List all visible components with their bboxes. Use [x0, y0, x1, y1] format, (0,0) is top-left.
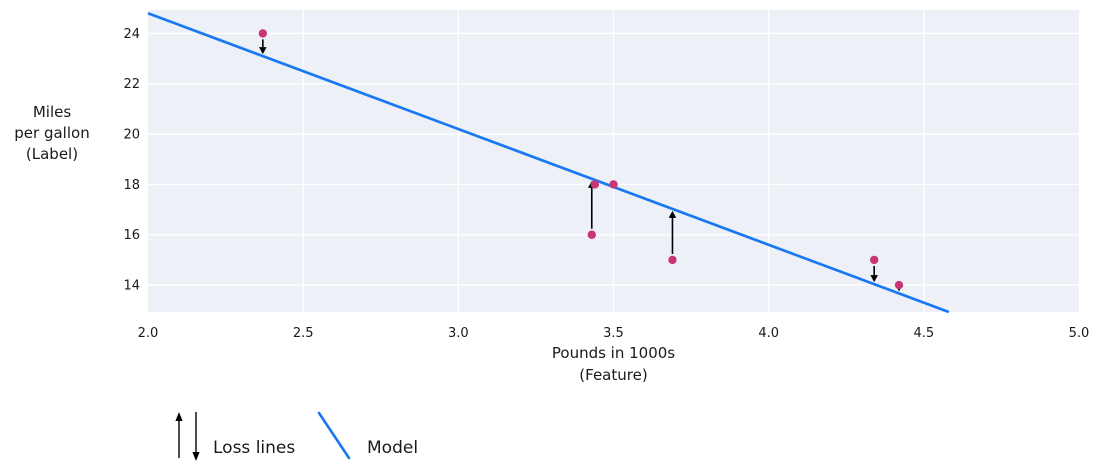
loss-arrow-head	[668, 210, 677, 218]
y-axis-tick-labels: 14 16 18 20 22 24	[123, 27, 140, 294]
loss-arrow-head	[870, 275, 878, 283]
y-tick-label: 20	[123, 128, 140, 143]
y-axis-title-line: (Label)	[26, 145, 78, 163]
x-tick-label: 2.0	[138, 326, 159, 341]
loss-down-arrow-icon	[192, 412, 200, 461]
loss-arrow	[870, 265, 878, 283]
data-point	[587, 230, 596, 239]
data-points	[258, 29, 904, 290]
data-point	[258, 29, 268, 38]
x-axis-title-line: Pounds in 1000s	[552, 344, 675, 362]
x-tick-label: 5.0	[1069, 326, 1090, 341]
x-axis-title: Pounds in 1000s (Feature)	[552, 344, 675, 384]
data-point	[609, 180, 618, 189]
legend-model-label: Model	[367, 438, 418, 458]
y-tick-label: 18	[123, 178, 140, 193]
data-point	[590, 180, 600, 189]
x-axis-title-line: (Feature)	[579, 366, 647, 384]
x-axis-tick-labels: 2.0 2.5 3.0 3.5 4.0 4.5 5.0	[138, 326, 1090, 341]
x-tick-label: 2.5	[293, 326, 314, 341]
data-point	[869, 255, 879, 265]
x-tick-label: 3.5	[603, 326, 624, 341]
x-tick-label: 4.0	[758, 326, 779, 341]
x-tick-label: 4.5	[913, 326, 934, 341]
legend-loss-label: Loss lines	[213, 438, 295, 458]
model-line	[147, 12, 950, 314]
y-axis-title: Miles per gallon (Label)	[14, 103, 89, 163]
y-tick-label: 22	[123, 77, 140, 92]
y-axis-title-line: Miles	[33, 103, 72, 121]
loss-arrow	[668, 210, 677, 254]
model-line-icon	[317, 411, 351, 460]
loss-up-arrow-icon	[175, 412, 183, 458]
loss-arrow-head	[259, 47, 267, 55]
loss-arrow	[259, 39, 267, 55]
y-tick-label: 16	[123, 228, 140, 243]
gridlines	[148, 10, 1079, 312]
y-tick-label: 24	[123, 27, 140, 42]
legend: Loss lines Model	[175, 411, 418, 461]
y-axis-title-line: per gallon	[14, 124, 89, 142]
y-tick-label: 14	[123, 279, 140, 294]
data-point	[894, 280, 904, 290]
data-point	[668, 255, 677, 265]
x-tick-label: 3.0	[448, 326, 469, 341]
